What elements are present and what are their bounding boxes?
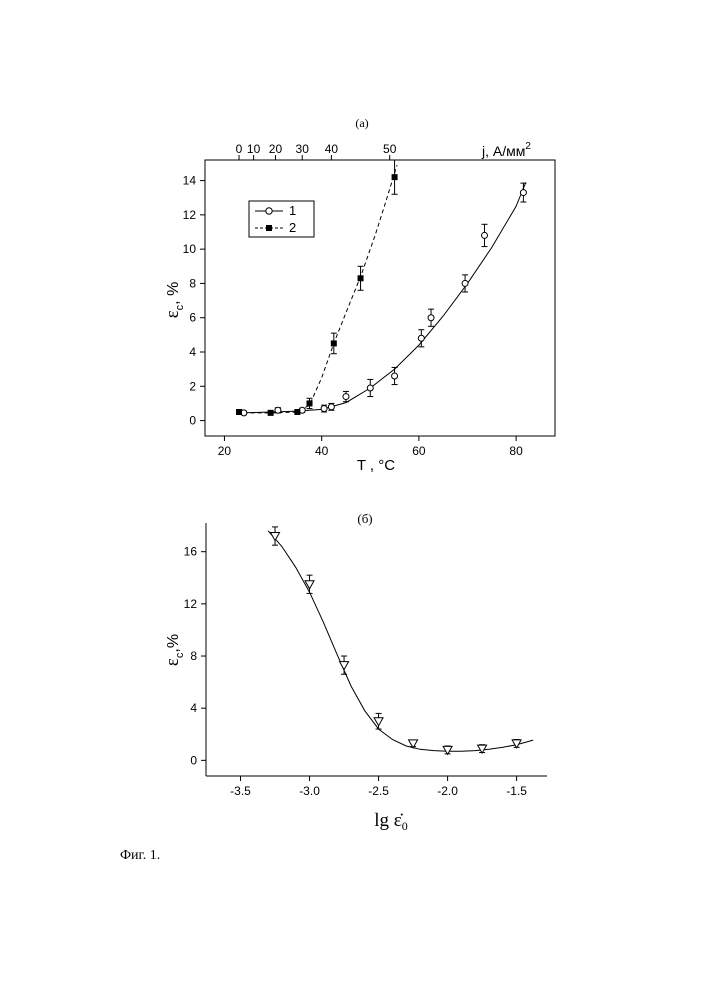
series-2-point <box>358 275 364 281</box>
y-tick-label: 0 <box>190 753 197 767</box>
top-tick-label: 30 <box>296 142 310 156</box>
panel-a-top-axis-label: j, А/мм2 <box>481 141 531 159</box>
x-tick-label: 20 <box>218 444 232 458</box>
series-2-point <box>294 409 300 415</box>
series-1-point <box>321 406 327 412</box>
x-tick-label: 40 <box>315 444 329 458</box>
legend-box <box>249 201 314 237</box>
x-tick-label: -3.5 <box>230 784 251 798</box>
series-1-point <box>328 404 334 410</box>
series-1-point <box>428 315 434 321</box>
x-tick-label: 80 <box>509 444 523 458</box>
y-tick-label: 16 <box>184 545 198 559</box>
y-tick-label: 4 <box>189 345 196 359</box>
panel-a-label: (а) <box>355 116 368 130</box>
y-tick-label: 6 <box>189 311 196 325</box>
series-1-point <box>343 394 349 400</box>
legend-label-series-1: 1 <box>289 203 296 218</box>
y-tick-label: 8 <box>189 276 196 290</box>
x-tick-label: -2.0 <box>437 784 458 798</box>
data-point <box>305 581 314 589</box>
series-2-point <box>392 174 398 180</box>
panel-a-y-axis-label: εc, % <box>162 282 186 319</box>
y-tick-label: 14 <box>183 174 197 188</box>
top-tick-label: 20 <box>269 142 283 156</box>
y-tick-label: 0 <box>189 414 196 428</box>
series-1-point <box>418 335 424 341</box>
y-tick-label: 12 <box>183 208 197 222</box>
y-tick-label: 8 <box>190 649 197 663</box>
panel-b-x-axis-label: lg ε̇0 <box>374 810 408 833</box>
panel-a-ticks: 204060800246810121401020304050 <box>183 142 523 458</box>
panel-b-label: (б) <box>357 511 372 526</box>
series-1-point <box>367 385 373 391</box>
data-point <box>340 662 349 670</box>
panel-b-curves <box>268 531 533 751</box>
series-2-point <box>236 409 242 415</box>
series-2-point <box>331 340 337 346</box>
series-2-point <box>307 400 313 406</box>
fit-curve-line <box>268 531 533 751</box>
y-tick-label: 12 <box>184 597 198 611</box>
x-tick-label: -3.0 <box>299 784 320 798</box>
series-1-point <box>462 280 468 286</box>
x-tick-label: 60 <box>412 444 426 458</box>
x-tick-label: -1.5 <box>506 784 527 798</box>
data-point <box>443 746 452 754</box>
data-point <box>478 745 487 753</box>
panel-a-legend: 1 2 <box>249 201 314 237</box>
legend-label-series-2: 2 <box>289 220 296 235</box>
series-1-point <box>482 232 488 238</box>
x-tick-label: -2.5 <box>368 784 389 798</box>
y-tick-label: 2 <box>189 379 196 393</box>
series-1-point <box>392 373 398 379</box>
series-1-point <box>275 407 281 413</box>
legend-marker-series-1 <box>266 208 272 214</box>
legend-marker-series-2 <box>266 225 272 231</box>
series-1-point <box>520 190 526 196</box>
data-point <box>271 533 280 541</box>
y-tick-label: 10 <box>183 242 197 256</box>
panel-b-points <box>271 527 522 755</box>
panel-a-points <box>236 160 526 416</box>
panel-a-x-axis-label: T , °C <box>357 457 395 474</box>
top-tick-label: 50 <box>383 142 397 156</box>
top-tick-label: 40 <box>325 142 339 156</box>
top-tick-label: 10 <box>247 142 261 156</box>
y-tick-label: 4 <box>190 701 197 715</box>
panel-a: (а) 204060800246810121401020304050 j, А/… <box>162 116 555 474</box>
top-tick-label: 0 <box>236 142 243 156</box>
panel-b: (б) -3.5 -3.0 -2.5 -2.0 -1.5 0 4 8 12 16 lg ε̇0 ε… <box>162 511 547 833</box>
panel-b-y-axis-label: εc,% <box>162 634 186 666</box>
series-2-point <box>268 410 274 416</box>
figure-caption: Фиг. 1. <box>120 848 160 864</box>
panel-b-ticks: -3.5 -3.0 -2.5 -2.0 -1.5 0 4 8 12 16 <box>184 545 528 798</box>
